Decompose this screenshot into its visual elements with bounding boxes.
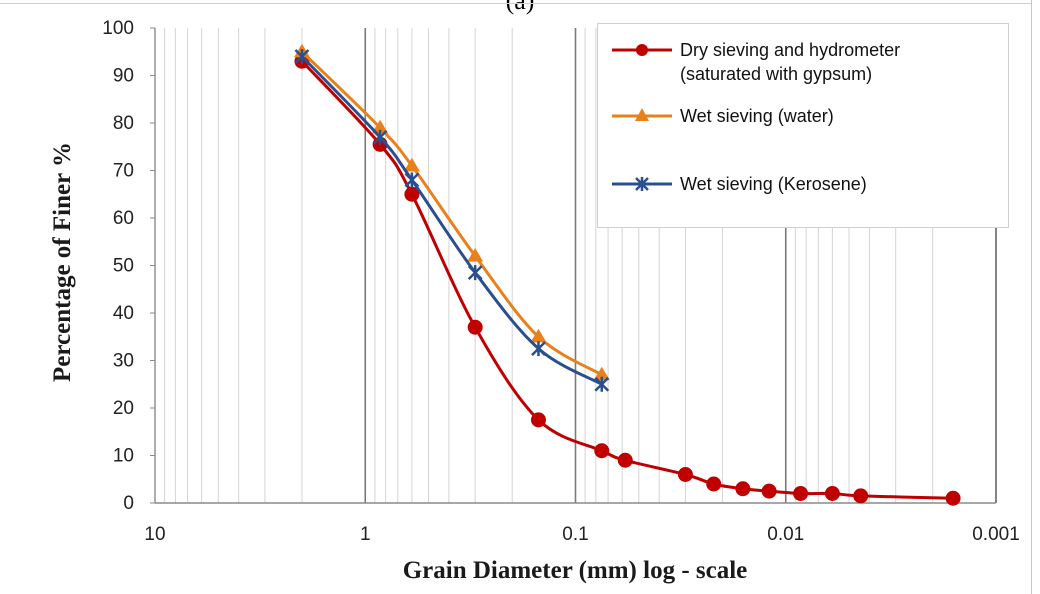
data-point-dry-sieving xyxy=(594,443,610,459)
data-point-wet-water xyxy=(467,248,484,262)
legend-swatch-dry-sieving xyxy=(612,44,672,56)
data-point-dry-sieving xyxy=(530,412,546,428)
y-tick-label: 80 xyxy=(113,113,134,134)
y-tick-label: 100 xyxy=(102,18,134,39)
data-point-wet-water xyxy=(372,119,389,134)
y-tick-label: 20 xyxy=(113,398,134,419)
data-point-dry-sieving xyxy=(945,490,961,506)
frame-top-border xyxy=(0,3,1032,4)
data-point-dry-sieving xyxy=(793,486,809,501)
data-point-dry-sieving xyxy=(853,488,869,504)
data-point-dry-sieving xyxy=(761,483,777,499)
series-wet-water xyxy=(293,43,610,381)
y-axis-title: Percentage of Finer % xyxy=(49,142,76,382)
legend-item-dry-sieving: Dry sieving and hydrometer (saturated wi… xyxy=(608,38,900,86)
x-tick-label: 0.01 xyxy=(767,524,804,545)
data-point-wet-kerosene xyxy=(372,129,388,145)
data-point-wet-kerosene xyxy=(594,376,610,392)
y-tick-label: 60 xyxy=(113,208,134,229)
y-tick-label: 30 xyxy=(113,351,134,372)
data-point-wet-kerosene xyxy=(467,265,483,281)
axes: 0 10 20 30 40 50 60 70 80 90 100 10 1 0.1 0.01 0.001 xyxy=(102,18,1019,545)
y-tick-label: 50 xyxy=(113,256,134,277)
data-point-wet-water xyxy=(530,328,547,343)
data-point-wet-kerosene xyxy=(531,341,546,357)
y-tick-label: 70 xyxy=(113,161,134,182)
legend-swatch-wet-water xyxy=(612,108,672,121)
data-point-dry-sieving xyxy=(404,186,420,202)
series-layer xyxy=(293,43,961,506)
data-point-dry-sieving xyxy=(735,481,751,497)
data-point-wet-kerosene xyxy=(404,172,420,188)
y-tick-label: 90 xyxy=(113,66,134,87)
frame-right-border xyxy=(1031,0,1032,594)
legend-label-wet-water: Wet sieving (water) xyxy=(680,106,834,126)
legend-swatch-wet-kerosene xyxy=(612,177,672,191)
y-tick-label: 0 xyxy=(123,493,134,514)
legend-item-wet-kerosene: Wet sieving (Kerosene) xyxy=(608,172,867,196)
data-point-dry-sieving xyxy=(467,319,483,335)
data-point-wet-water xyxy=(593,366,610,381)
legend-label-dry-sieving: Dry sieving and hydrometer (saturated wi… xyxy=(680,40,901,84)
x-tick-label: 10 xyxy=(144,524,165,545)
y-tick-label: 40 xyxy=(113,303,134,324)
series-line-wet-kerosene xyxy=(300,55,603,386)
x-tick-label: 1 xyxy=(360,524,371,545)
x-axis-title: Grain Diameter (mm) log - scale xyxy=(403,557,748,584)
data-point-dry-sieving xyxy=(677,467,693,482)
legend-label-wet-kerosene: Wet sieving (Kerosene) xyxy=(680,174,867,194)
x-tick-label: 0.1 xyxy=(562,524,588,545)
series-wet-kerosene xyxy=(294,49,610,392)
data-point-dry-sieving xyxy=(706,476,722,492)
data-point-dry-sieving xyxy=(824,486,840,501)
legend-item-wet-water: Wet sieving (water) xyxy=(608,104,834,128)
data-point-dry-sieving xyxy=(617,452,633,468)
data-point-wet-water xyxy=(403,157,420,172)
x-tick-label: 0.001 xyxy=(972,524,1020,545)
series-dry-sieving xyxy=(294,53,961,506)
y-tick-label: 10 xyxy=(113,446,134,467)
data-point-wet-kerosene xyxy=(294,49,310,64)
legend: Dry sieving and hydrometer (saturated wi… xyxy=(597,23,1009,228)
